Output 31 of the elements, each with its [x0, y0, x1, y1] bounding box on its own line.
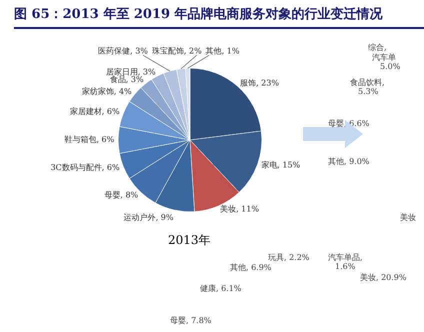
text: 汽车单	[372, 52, 396, 63]
slice-label: 家居建材, 6%	[70, 107, 120, 116]
text: 综合,	[368, 42, 387, 53]
text: 汽车单品,	[328, 252, 363, 263]
slice-label: 3C数码与配件, 6%	[50, 162, 120, 172]
text: 健康, 6.1%	[200, 283, 242, 294]
text: 玩具, 2.2%	[268, 252, 310, 263]
slice-label: 家纺家饰, 4%	[82, 86, 132, 96]
text: 5.0%	[380, 62, 400, 71]
slice-label: 居家日用, 3%	[106, 68, 156, 77]
text: 母婴, 6.6%	[328, 118, 370, 129]
text: 其他, 9.0%	[328, 156, 370, 167]
slice-label: 珠宝配饰, 2%	[152, 46, 202, 56]
text: 2013年	[168, 232, 211, 249]
text: 美妆	[400, 212, 416, 223]
text: 其他, 6.9%	[230, 262, 272, 273]
slice-label: 鞋与箱包, 6%	[64, 135, 115, 144]
text: 1.6%	[335, 262, 356, 271]
text: 美妆, 20.9%	[360, 272, 406, 283]
text: 5.3%	[358, 87, 378, 96]
slice-label: 家电, 15%	[261, 160, 301, 170]
slice-label: 其他, 1%	[206, 46, 240, 56]
text: 母婴, 7.8%	[170, 315, 212, 326]
slice-label: 运动户外, 9%	[124, 213, 174, 222]
slice-label: 母婴, 8%	[104, 190, 139, 200]
chart-title: 图 65：2013 年至 2019 年品牌电商服务对象的行业变迁情况	[14, 6, 383, 23]
text: 食品饮料,	[350, 77, 385, 88]
slice-label: 食品, 3%	[110, 75, 144, 84]
slice-label: 服饰, 23%	[240, 78, 280, 88]
slice-label: 医药保健, 3%	[98, 46, 148, 56]
slice-label: 美妆, 11%	[220, 204, 260, 214]
